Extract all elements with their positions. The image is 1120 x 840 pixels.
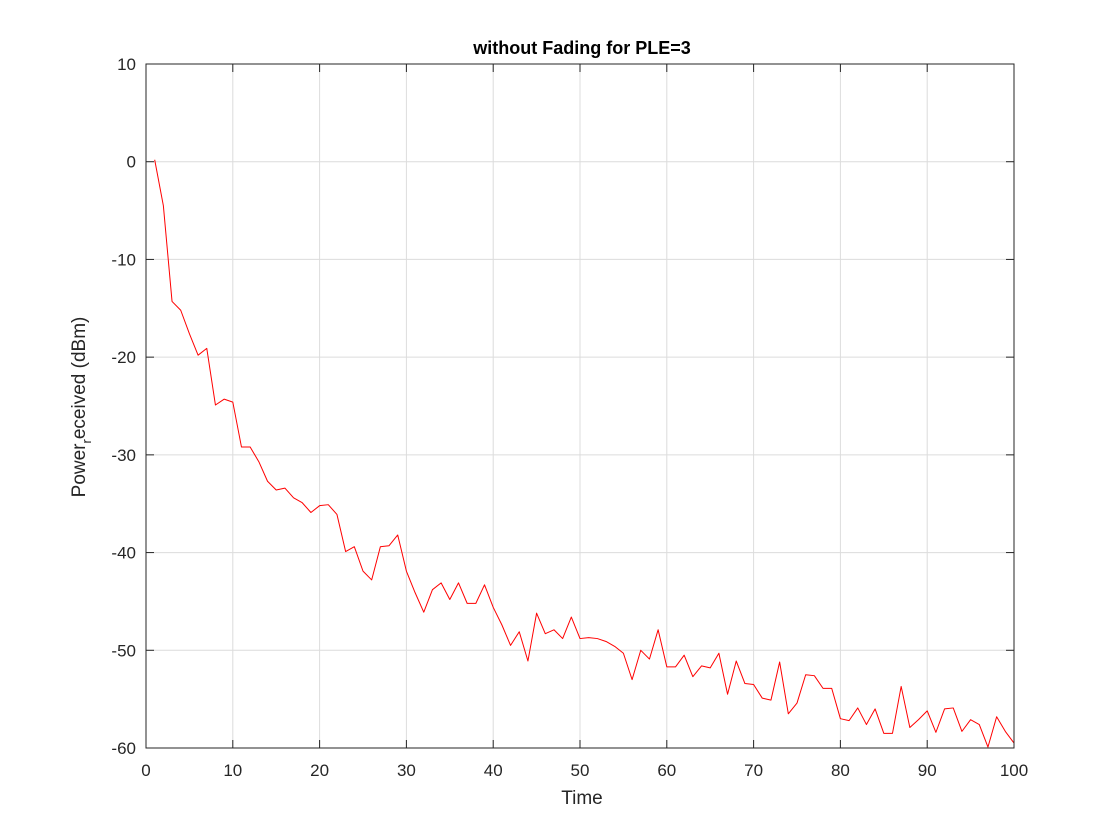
axis-ticks bbox=[145, 63, 1015, 749]
chart-title: without Fading for PLE=3 bbox=[472, 38, 691, 58]
x-tick-label: 50 bbox=[571, 761, 590, 780]
x-tick-label: 40 bbox=[484, 761, 503, 780]
x-tick-label: 70 bbox=[744, 761, 763, 780]
y-tick-label: -50 bbox=[111, 641, 136, 660]
y-axis-label-subscript: r bbox=[79, 438, 94, 443]
y-tick-label: 10 bbox=[117, 55, 136, 74]
x-tick-label: 60 bbox=[657, 761, 676, 780]
x-tick-label: 90 bbox=[918, 761, 937, 780]
x-tick-label: 20 bbox=[310, 761, 329, 780]
y-tick-label: -10 bbox=[111, 250, 136, 269]
x-tick-label: 10 bbox=[223, 761, 242, 780]
y-tick-label: 0 bbox=[127, 153, 136, 172]
x-tick-labels: 0 10 20 30 40 50 60 70 80 90 100 bbox=[141, 761, 1028, 780]
y-tick-label: -40 bbox=[111, 544, 136, 563]
y-tick-label: -60 bbox=[111, 739, 136, 758]
y-tick-label: -30 bbox=[111, 446, 136, 465]
grid-lines bbox=[145, 63, 1015, 749]
y-axis-label-rest: eceived (dBm) bbox=[69, 317, 90, 440]
y-tick-label: -20 bbox=[111, 348, 136, 367]
series-line bbox=[154, 159, 1015, 748]
x-tick-label: 0 bbox=[141, 761, 150, 780]
y-tick-labels: -60 -50 -40 -30 -20 -10 0 10 bbox=[111, 55, 136, 758]
x-tick-label: 80 bbox=[831, 761, 850, 780]
y-axis-label: Powerreceived (dBm) bbox=[69, 317, 94, 498]
x-axis-label: Time bbox=[561, 788, 603, 809]
y-axis-label-main: Power bbox=[69, 443, 90, 498]
series-layer bbox=[154, 159, 1015, 748]
x-tick-label: 30 bbox=[397, 761, 416, 780]
x-tick-label: 100 bbox=[1000, 761, 1028, 780]
